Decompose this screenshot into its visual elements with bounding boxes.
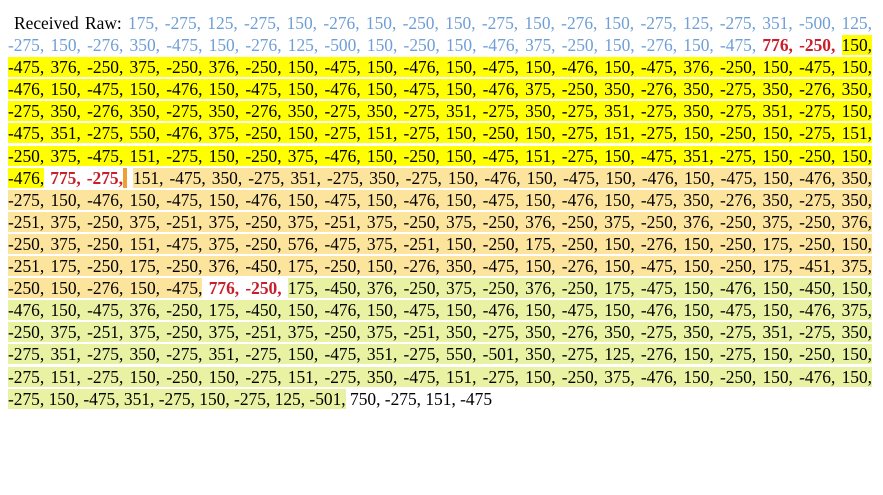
received-raw-label: Received Raw: — [14, 13, 122, 33]
marker-1: 776, -250, — [762, 35, 836, 56]
yellow-segment: 150, -475, 376, -250, 375, -250, 376, -2… — [8, 35, 872, 188]
received-raw-text: Received Raw: 175, -275, 125, -275, 150,… — [8, 12, 872, 410]
marker-2: 775, -275, — [50, 167, 127, 188]
unhighlighted-segment: 175, -275, 125, -275, 150, -276, 150, -2… — [8, 13, 872, 56]
green-segment: 175, -450, 376, -250, 375, -250, 376, -2… — [8, 278, 872, 409]
tail-segment: 750, -275, 151, -475 — [350, 388, 493, 409]
marker-3: 776, -250, — [208, 278, 282, 299]
